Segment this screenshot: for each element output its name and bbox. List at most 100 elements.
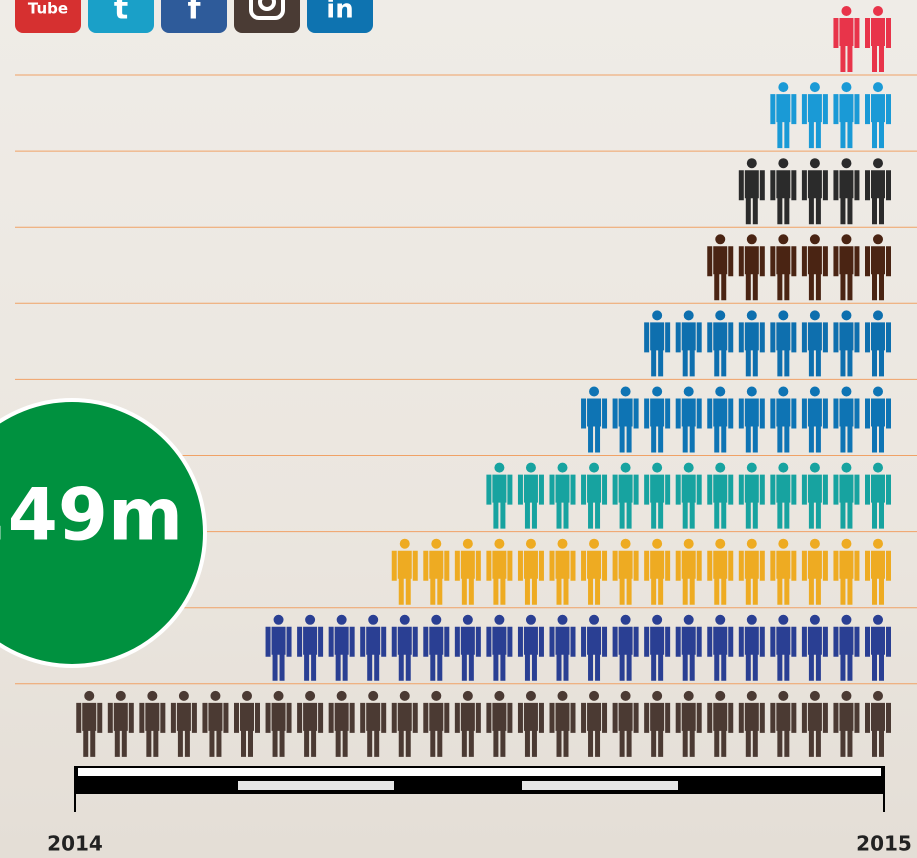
person-icon xyxy=(549,538,576,605)
person-icon xyxy=(612,614,639,681)
social-icon-label: Tube xyxy=(28,0,68,18)
person-icon xyxy=(801,690,828,757)
icon-row xyxy=(486,462,891,529)
person-icon xyxy=(675,310,702,377)
person-icon xyxy=(328,690,355,757)
social-icons: Tube t f in xyxy=(15,0,373,33)
person-icon xyxy=(675,386,702,453)
person-icon xyxy=(139,690,166,757)
person-icon xyxy=(644,310,671,377)
person-icon xyxy=(644,386,671,453)
person-icon xyxy=(707,690,734,757)
person-icon xyxy=(865,690,891,757)
person-icon xyxy=(833,386,860,453)
person-icon xyxy=(581,462,608,529)
icon-row xyxy=(833,6,891,72)
person-icon xyxy=(581,690,608,757)
person-icon xyxy=(265,690,292,757)
person-icon xyxy=(707,234,734,301)
person-icon xyxy=(612,462,639,529)
timeline-segment xyxy=(522,781,678,790)
person-icon xyxy=(738,310,765,377)
person-icon xyxy=(391,690,418,757)
person-icon xyxy=(170,690,197,757)
timeline xyxy=(74,766,885,812)
person-icon xyxy=(770,158,797,225)
person-icon xyxy=(612,690,639,757)
person-icon xyxy=(707,614,734,681)
person-icon xyxy=(865,614,891,681)
person-icon xyxy=(833,6,860,72)
icon-row xyxy=(707,234,891,301)
pictogram xyxy=(76,6,891,757)
social-icon xyxy=(88,0,154,33)
person-icon xyxy=(738,158,765,225)
icon-row xyxy=(581,386,891,453)
person-icon xyxy=(833,82,860,149)
person-icon xyxy=(549,462,576,529)
instagram-lens xyxy=(258,0,276,11)
icon-row xyxy=(391,538,891,605)
person-icon xyxy=(801,234,828,301)
person-icon xyxy=(581,386,608,453)
person-icon xyxy=(612,538,639,605)
person-icon xyxy=(707,310,734,377)
person-icon xyxy=(549,614,576,681)
person-icon xyxy=(865,158,891,225)
person-icon xyxy=(833,158,860,225)
person-icon xyxy=(801,538,828,605)
social-icon-label: t xyxy=(114,0,128,27)
person-icon xyxy=(801,310,828,377)
person-icon xyxy=(423,690,450,757)
person-icon xyxy=(76,690,103,757)
person-icon xyxy=(360,614,387,681)
person-icon xyxy=(391,614,418,681)
person-icon xyxy=(644,614,671,681)
person-icon xyxy=(738,234,765,301)
social-icon-label: f xyxy=(187,0,201,27)
person-icon xyxy=(486,462,513,529)
person-icon xyxy=(833,462,860,529)
person-icon xyxy=(675,462,702,529)
person-icon xyxy=(517,690,544,757)
person-icon xyxy=(770,690,797,757)
person-icon xyxy=(833,234,860,301)
person-icon xyxy=(454,690,481,757)
person-icon xyxy=(454,538,481,605)
person-icon xyxy=(581,614,608,681)
person-icon xyxy=(770,462,797,529)
person-icon xyxy=(297,614,324,681)
person-icon xyxy=(801,82,828,149)
social-icon-label: in xyxy=(326,0,353,25)
person-icon xyxy=(770,310,797,377)
social-icon xyxy=(15,0,81,33)
social-icon xyxy=(307,0,373,33)
person-icon xyxy=(801,386,828,453)
person-icon xyxy=(865,462,891,529)
person-icon xyxy=(328,614,355,681)
person-icon xyxy=(738,538,765,605)
person-icon xyxy=(801,614,828,681)
person-icon xyxy=(517,614,544,681)
icon-row xyxy=(738,158,891,225)
person-icon xyxy=(423,538,450,605)
person-icon xyxy=(770,614,797,681)
instagram-frame xyxy=(249,0,285,20)
icon-row xyxy=(644,310,891,377)
person-icon xyxy=(833,614,860,681)
person-icon xyxy=(770,82,797,149)
timeline-end: 2015 xyxy=(856,832,912,856)
person-icon xyxy=(486,614,513,681)
person-icon xyxy=(801,462,828,529)
person-icon xyxy=(644,538,671,605)
person-icon xyxy=(297,690,324,757)
person-icon xyxy=(770,386,797,453)
social-icon xyxy=(161,0,227,33)
person-icon xyxy=(865,538,891,605)
person-icon xyxy=(770,234,797,301)
icon-row xyxy=(265,614,891,681)
person-icon xyxy=(391,538,418,605)
timeline-segment xyxy=(238,781,394,790)
